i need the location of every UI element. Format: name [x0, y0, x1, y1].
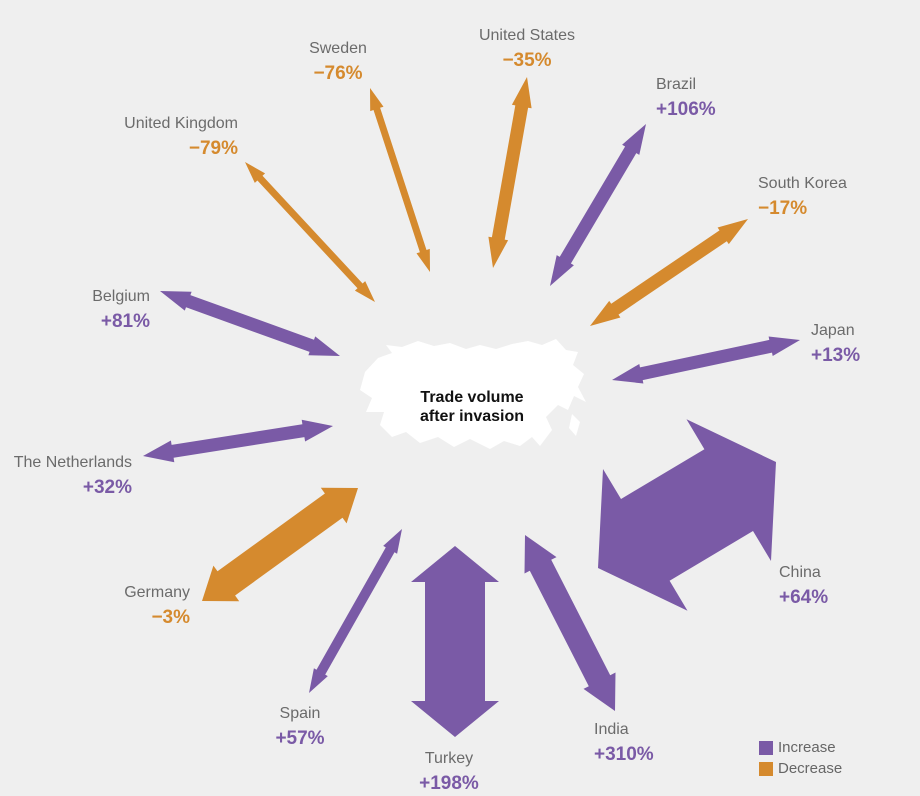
arrow-united-states: [488, 77, 532, 268]
change-label-germany: −3%: [151, 607, 190, 628]
legend-decrease: Decrease: [759, 758, 842, 779]
legend: Increase Decrease: [759, 737, 842, 779]
russia-map: [360, 339, 586, 449]
arrow-spain: [309, 529, 402, 693]
country-label-japan: Japan: [811, 322, 855, 339]
country-label-turkey: Turkey: [425, 750, 473, 767]
change-label-the-netherlands: +32%: [83, 477, 132, 498]
arrow-the-netherlands: [143, 419, 333, 463]
country-label-sweden: Sweden: [309, 40, 367, 57]
arrow-germany: [202, 487, 358, 602]
labels-layer: United States −35% Brazil +106% South Korea −…: [14, 27, 861, 794]
change-label-united-kingdom: −79%: [189, 138, 238, 159]
arrow-china: [598, 419, 776, 611]
arrow-sweden: [370, 88, 430, 272]
change-label-turkey: +198%: [419, 773, 479, 794]
change-label-sweden: −76%: [313, 63, 362, 84]
center-label-line1: Trade volume: [420, 389, 523, 406]
country-label-spain: Spain: [280, 705, 321, 722]
arrow-japan: [612, 336, 800, 384]
change-label-china: +64%: [779, 587, 828, 608]
arrow-united-kingdom: [245, 162, 375, 302]
legend-increase-label: Increase: [778, 739, 836, 756]
country-label-brazil: Brazil: [656, 76, 696, 93]
country-label-south-korea: South Korea: [758, 175, 847, 192]
center-label-line2: after invasion: [420, 408, 524, 425]
change-label-spain: +57%: [275, 728, 324, 749]
country-label-belgium: Belgium: [92, 288, 150, 305]
change-label-japan: +13%: [811, 345, 860, 366]
legend-decrease-label: Decrease: [778, 760, 843, 777]
legend-decrease-swatch: [759, 761, 773, 776]
arrows-layer: [143, 77, 800, 737]
country-label-germany: Germany: [124, 584, 190, 601]
change-label-united-states: −35%: [502, 50, 551, 71]
legend-increase-swatch: [759, 740, 773, 755]
change-label-belgium: +81%: [101, 311, 150, 332]
arrow-south-korea: [590, 219, 748, 326]
arrow-turkey: [411, 546, 499, 737]
arrow-india: [524, 535, 616, 711]
country-label-united-kingdom: United Kingdom: [124, 115, 238, 132]
country-label-united-states: United States: [479, 27, 575, 44]
change-label-brazil: +106%: [656, 99, 716, 120]
country-label-the-netherlands: The Netherlands: [14, 454, 132, 471]
country-label-india: India: [594, 721, 629, 738]
change-label-india: +310%: [594, 744, 654, 765]
change-label-south-korea: −17%: [758, 198, 807, 219]
arrow-brazil: [550, 124, 646, 286]
arrow-belgium: [160, 291, 340, 356]
country-label-china: China: [779, 564, 821, 581]
legend-increase: Increase: [759, 737, 842, 758]
